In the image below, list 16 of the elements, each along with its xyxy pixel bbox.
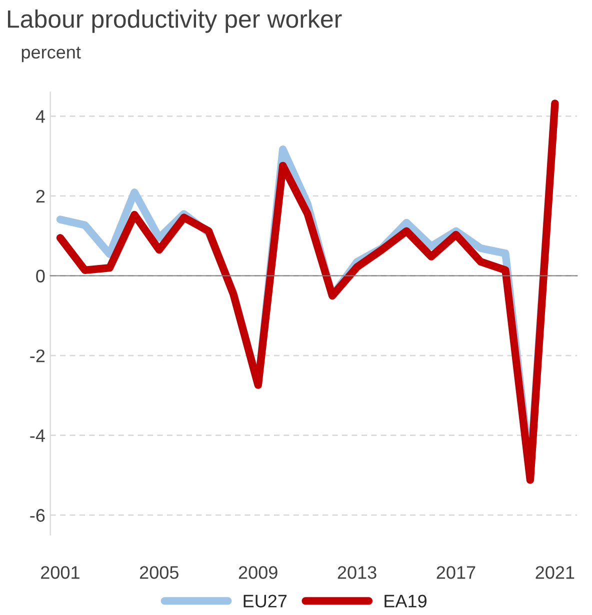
x-tick-label: 2017 bbox=[436, 566, 476, 579]
y-tick-label: -4 bbox=[30, 429, 45, 442]
y-tick-label: 0 bbox=[36, 270, 45, 282]
x-tick-label: 2001 bbox=[41, 566, 80, 579]
legend-label: EA19 bbox=[384, 594, 426, 608]
chart-subtitle: percent bbox=[22, 46, 81, 62]
x-tick-label: 2021 bbox=[536, 566, 574, 579]
y-tick-label: 4 bbox=[36, 110, 45, 123]
chart-title: Labour productivity per worker bbox=[8, 10, 342, 33]
x-tick-label: 2013 bbox=[338, 566, 376, 579]
y-tick-label: -6 bbox=[30, 509, 45, 522]
x-tick-label: 2009 bbox=[238, 566, 278, 579]
y-tick-label: 2 bbox=[36, 190, 45, 203]
x-tick-label: 2005 bbox=[140, 566, 178, 579]
legend-label: EU27 bbox=[244, 594, 287, 608]
y-tick-label: -2 bbox=[30, 349, 45, 362]
